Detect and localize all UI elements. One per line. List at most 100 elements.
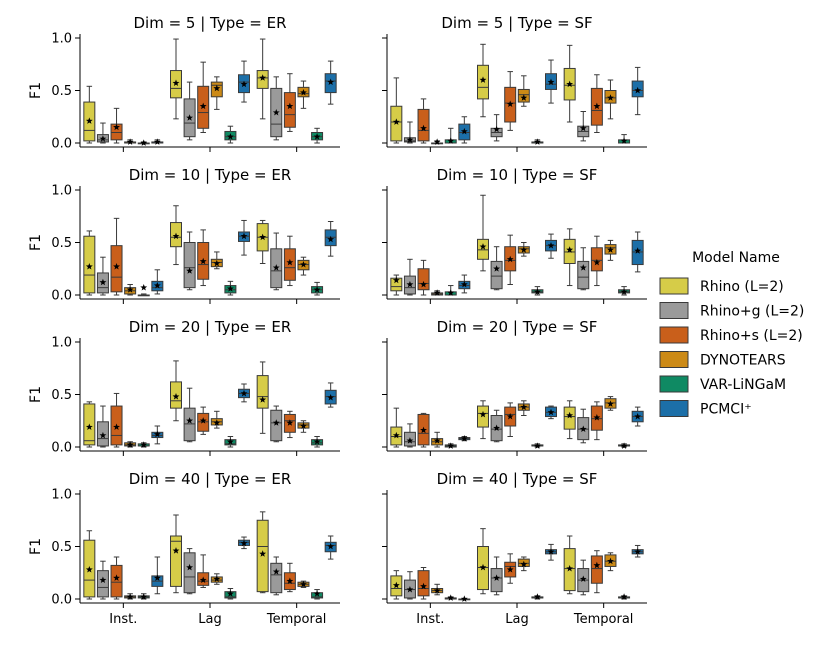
box-pcmci- <box>631 544 644 558</box>
legend-swatch <box>659 302 689 319</box>
subplot-2: Dim = 5 | Type = SF <box>382 14 647 152</box>
box-iqr <box>256 375 269 409</box>
box-dynotears <box>517 400 530 416</box>
mean-marker <box>286 258 294 266</box>
mean-marker <box>327 78 335 86</box>
subplot-title: Dim = 20 | Type = ER <box>129 318 292 336</box>
subplot-title: Dim = 40 | Type = ER <box>129 470 292 488</box>
mean-marker <box>300 260 307 268</box>
mean-marker <box>186 563 194 571</box>
mean-marker <box>313 438 321 445</box>
legend-label: Rhino+s (L=2) <box>700 328 803 344</box>
box-var-lingam <box>618 286 631 296</box>
box-rhino-s-l-2- <box>283 562 296 593</box>
box-var-lingam <box>618 442 631 449</box>
y-axis-label: F1 <box>28 538 44 555</box>
box-iqr <box>110 564 123 598</box>
mean-marker <box>579 425 587 433</box>
box-rhino-l-2- <box>477 400 489 440</box>
box-var-lingam <box>531 442 544 449</box>
mean-marker <box>286 419 294 426</box>
mean-marker <box>313 590 321 597</box>
box-rhino-s-l-2- <box>417 98 430 144</box>
box-pcmci- <box>458 595 471 602</box>
mean-marker <box>153 281 161 289</box>
mean-marker <box>113 423 120 430</box>
mean-marker <box>533 442 541 449</box>
mean-marker <box>213 259 221 267</box>
box-rhino-l-2- <box>563 535 576 595</box>
box-var-lingam <box>311 281 324 296</box>
mean-marker <box>172 393 180 400</box>
legend-label: DYNOTEARS <box>700 353 786 369</box>
box-rhino-g-l-2- <box>183 387 196 443</box>
mean-marker <box>533 138 541 145</box>
mean-marker <box>547 408 555 416</box>
box-pcmci- <box>324 221 337 257</box>
box-var-lingam <box>137 593 150 600</box>
box-pcmci- <box>545 405 557 420</box>
box-rhino-s-l-2- <box>110 392 123 448</box>
mean-marker <box>634 412 642 420</box>
mean-marker <box>593 258 601 266</box>
mean-marker <box>433 437 441 444</box>
box-pcmci- <box>631 66 644 116</box>
box-rhino-l-2- <box>83 401 96 448</box>
y-axis-label: F1 <box>28 234 44 251</box>
box-rhino-s-l-2- <box>110 217 123 296</box>
subplot-title: Dim = 10 | Type = SF <box>437 166 598 184</box>
mean-marker <box>392 581 400 589</box>
mean-marker <box>447 137 455 144</box>
subplot-6: Dim = 20 | Type = SF <box>382 318 647 456</box>
mean-marker <box>493 265 501 272</box>
box-pcmci- <box>324 535 337 560</box>
mean-marker <box>140 593 148 600</box>
box-var-lingam <box>137 441 150 448</box>
mean-marker <box>533 593 541 600</box>
mean-marker <box>433 289 441 296</box>
box-rhino-g-l-2- <box>403 423 416 448</box>
box-rhino-l-2- <box>83 230 96 296</box>
mean-marker <box>172 547 180 554</box>
box-var-lingam <box>311 127 324 144</box>
box-rhino-g-l-2- <box>96 405 109 448</box>
box-iqr <box>170 535 182 587</box>
mean-marker <box>99 278 107 286</box>
legend-swatch <box>659 375 689 393</box>
mean-marker <box>153 574 161 581</box>
mean-marker <box>634 247 642 254</box>
mean-marker <box>593 102 601 110</box>
mean-marker <box>520 246 528 253</box>
mean-marker <box>313 286 321 293</box>
box-pcmci- <box>238 383 250 403</box>
subplot-title: Dim = 20 | Type = SF <box>437 318 598 336</box>
subplot-3: Dim = 10 | Type = ER 0.0 0.5 1.0 F1 <box>28 166 340 304</box>
box-var-lingam <box>618 134 631 144</box>
box-pcmci- <box>545 59 557 104</box>
box-rhino-s-l-2- <box>417 412 430 448</box>
mean-marker <box>520 403 528 411</box>
legend-swatch <box>659 326 689 344</box>
legend-swatch <box>659 400 689 417</box>
y-axis-label: F1 <box>28 386 44 403</box>
subplot-1: Dim = 5 | Type = ER 0.0 0.5 1.0 F1 <box>28 14 340 152</box>
box-rhino-g-l-2- <box>490 246 503 291</box>
box-dynotears <box>124 284 137 296</box>
mean-marker <box>213 84 221 92</box>
mean-marker <box>99 431 107 439</box>
mean-marker <box>199 417 207 424</box>
box-var-lingam <box>444 594 457 601</box>
mean-marker <box>226 590 234 597</box>
box-iqr <box>417 268 430 291</box>
mean-marker <box>213 419 221 426</box>
mean-marker <box>460 127 468 135</box>
mean-marker <box>113 123 120 131</box>
box-rhino-g-l-2- <box>183 231 196 291</box>
box-var-lingam <box>618 593 631 600</box>
x-tick-label: Temporal <box>573 612 634 627</box>
subplot-8: Dim = 40 | Type = SF Inst. Lag Temporal <box>382 470 647 627</box>
mean-marker <box>172 79 180 87</box>
y-tick-label: 1.0 <box>51 336 72 351</box>
mean-marker <box>460 595 468 602</box>
subplot-4: Dim = 10 | Type = SF <box>382 166 647 304</box>
